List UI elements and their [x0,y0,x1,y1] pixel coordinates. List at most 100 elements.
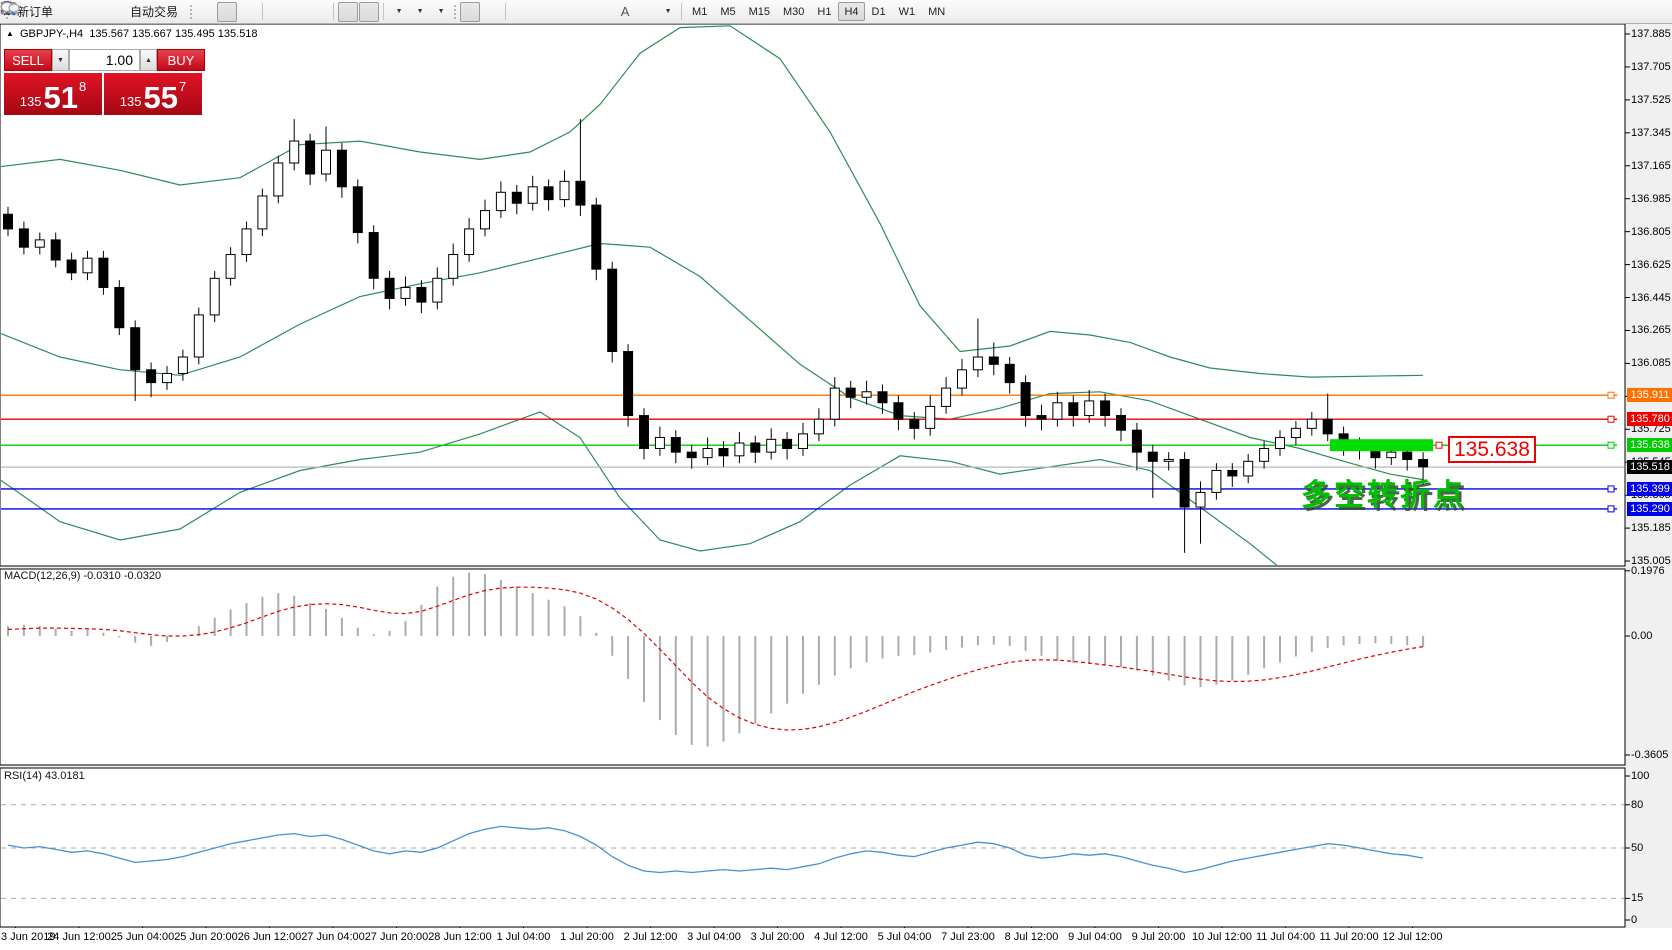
indicators-button[interactable]: ▼ [1,2,450,22]
tf-w1-button[interactable]: W1 [898,5,916,18]
bear-candle [1227,469,1238,477]
template-button[interactable]: ▼ [1,1,408,22]
sell-price-figure: 135 [19,94,42,109]
chart-shift-button[interactable] [1,1,380,22]
line-chart-button[interactable] [1,2,258,22]
bull-candle [273,162,284,197]
toolbar-drag-handle[interactable] [189,3,194,20]
zoom-out-button[interactable] [1,1,308,22]
tf-mn-button[interactable]: MN [928,5,946,18]
date-label: 5 Jul 04:00 [877,931,932,943]
sell-price-tile[interactable]: 135 51 8 [4,73,102,115]
tf-h4-button[interactable]: H4 [838,2,865,21]
arrows-button[interactable]: ▼ [3,2,677,22]
date-label: 7 Jul 23:00 [941,931,995,943]
period-button[interactable]: ▼ [1,1,429,22]
vertical-line-button[interactable] [6,2,530,22]
volume-input[interactable]: 1.00 [69,49,140,71]
tf-m1-button[interactable]: M1 [692,5,708,18]
date-label: 27 Jun 20:00 [364,931,429,943]
bull-candle [798,433,808,449]
price-tick-label: 136.265 [1631,324,1671,337]
bear-candle [114,286,125,329]
bear-candle [575,180,586,206]
toolbar-drag-handle[interactable] [453,3,458,20]
tf-d1-button[interactable]: D1 [871,5,886,18]
bull-candle [225,254,236,279]
text-button[interactable]: A [615,2,635,22]
bear-candle [3,213,13,230]
rsi-tick-label: 50 [1631,842,1644,854]
fibonacci-button[interactable]: F [2,2,614,22]
volume-decrease-button[interactable]: ▼ [52,49,69,71]
buy-price-tile[interactable]: 135 55 7 [104,73,202,115]
bull-candle [1211,469,1222,493]
price-tick-label: 137.885 [1631,28,1671,40]
bull-candle [957,369,967,389]
bear-candle [591,204,602,270]
macd-tick-label: 0.00 [1631,630,1653,642]
bull-candle [495,191,506,212]
macd-indicator-label: MACD(12,26,9) -0.0310 -0.0320 [4,570,162,582]
price-tick-label: 137.165 [1631,159,1671,172]
bull-candle [1290,427,1301,439]
profile-button[interactable] [1,1,103,22]
bollinger-middle-band [1,242,1424,481]
bear-candle [877,391,888,404]
tf-m30-button[interactable]: M30 [783,5,805,18]
bull-candle [559,180,570,201]
line-end-marker [1607,441,1615,449]
bull-candle [527,186,538,204]
trendline-button[interactable] [1,2,572,22]
tf-m5-button[interactable]: M5 [720,5,736,18]
buy-button[interactable]: BUY [157,49,205,71]
market-watch-button[interactable] [1,1,124,22]
buy-price-figure: 135 [119,94,142,109]
sell-button[interactable]: SELL [4,49,52,71]
chart-window-button[interactable] [1,2,82,22]
date-label: 9 Jul 20:00 [1131,931,1186,943]
bear-candle [1116,415,1126,431]
horizontal-line-button[interactable] [2,2,551,22]
date-label: 3 Jul 04:00 [687,931,741,943]
ohlc-high: 135.667 [132,28,172,40]
bear-candle [782,438,793,449]
date-label: 25 Jun 04:00 [110,931,175,943]
zoom-in-button[interactable] [1,1,287,22]
bull-candle [813,418,824,435]
sell-price-pip: 8 [78,79,87,94]
price-level-callout[interactable]: 135.638 [1448,436,1536,463]
line-end-marker [1607,415,1615,423]
date-label: 1 Jul 20:00 [560,931,614,943]
candle-chart-button[interactable] [2,1,238,22]
price-line-badge: 135.399 [1627,481,1672,496]
tf-h1-button[interactable]: H1 [817,5,832,18]
tf-m15-button[interactable]: M15 [748,5,770,18]
date-label: 2 Jul 12:00 [623,931,678,943]
tile-windows-button[interactable] [2,2,329,22]
bear-candle [1004,363,1015,384]
ohlc-low: 135.495 [174,28,215,40]
bull-candle [448,254,459,279]
time-axis[interactable] [0,928,1672,950]
bar-chart-button[interactable] [2,2,216,22]
buy-price-big: 55 [143,80,178,115]
bear-candle [305,140,316,175]
rsi-tick-label: 0 [1631,914,1638,926]
auto-trading-button[interactable]: 自动交易 [1,2,186,22]
bull-candle [464,228,475,256]
price-tick-label: 136.985 [1631,192,1671,205]
volume-increase-button[interactable]: ▲ [140,49,157,71]
crosshair-button[interactable] [1,1,501,22]
bull-candle [34,239,45,248]
auto-scroll-button[interactable] [1,1,359,22]
cursor-button[interactable] [4,1,481,22]
bear-candle [1402,451,1413,460]
price-line-badge: 135.911 [1627,388,1672,403]
text-label-button[interactable]: T [0,2,656,22]
collapse-triangle-icon[interactable]: ▲ [6,29,14,38]
channel-button[interactable]: E [0,1,593,22]
bear-candle [1147,451,1158,462]
